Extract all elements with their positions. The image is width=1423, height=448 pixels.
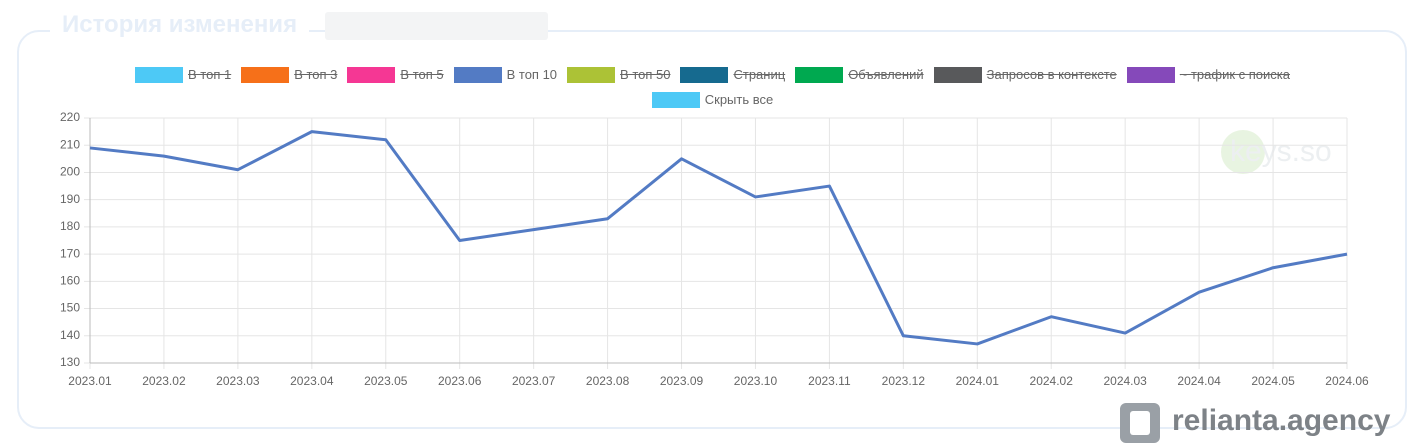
y-tick-label: 170 — [60, 246, 80, 260]
x-tick-label: 2023.12 — [882, 374, 926, 388]
x-tick-label: 2023.10 — [734, 374, 778, 388]
x-tick-label: 2023.03 — [216, 374, 260, 388]
data-line — [89, 130, 1348, 346]
x-tick-label: 2023.01 — [68, 374, 112, 388]
hide-all-button[interactable]: Скрыть все — [651, 90, 774, 109]
x-tick-label: 2024.06 — [1325, 374, 1369, 388]
legend-swatch — [933, 66, 982, 83]
legend-label: В топ 3 — [294, 67, 338, 82]
section-title: История изменения — [50, 8, 310, 42]
y-tick-label: 190 — [60, 192, 80, 206]
legend-label: В топ 1 — [188, 67, 232, 82]
legend-label: ~ трафик с поиска — [1179, 67, 1290, 82]
legend-swatch — [795, 66, 844, 83]
legend-item[interactable]: В топ 1 — [135, 65, 231, 84]
x-tick-label: 2023.05 — [364, 374, 408, 388]
legend-swatch — [651, 91, 700, 108]
y-tick-label: 160 — [60, 274, 80, 288]
x-tick-label: 2023.04 — [290, 374, 334, 388]
x-tick-label: 2024.05 — [1251, 374, 1295, 388]
card — [17, 30, 1407, 429]
button-label: Скрыть все — [704, 92, 774, 107]
x-tick-label: 2023.08 — [586, 374, 630, 388]
legend-label: Запросов в контексте — [986, 67, 1117, 82]
x-tick-label: 2024.03 — [1103, 374, 1147, 388]
legend-swatch — [680, 66, 729, 83]
legend-item[interactable]: Страниц — [680, 65, 785, 84]
x-tick-label: 2024.04 — [1177, 374, 1221, 388]
legend: В топ 1 В топ 3 В топ 5 В топ 10 В топ 50 Стр… — [100, 65, 1325, 109]
watermark: relianta.agency — [1172, 404, 1391, 437]
legend-swatch — [453, 66, 502, 83]
legend-item[interactable]: В топ 50 — [567, 65, 670, 84]
legend-swatch — [241, 66, 290, 83]
legend-item[interactable]: В топ 3 — [241, 65, 337, 84]
y-tick-label: 200 — [60, 165, 80, 179]
watermark: keys.so — [1230, 135, 1332, 168]
legend-swatch — [347, 66, 396, 83]
blurred-domain — [325, 12, 548, 40]
legend-item[interactable]: В топ 10 — [453, 65, 558, 84]
legend-item[interactable]: В топ 5 — [347, 65, 444, 84]
legend-item[interactable]: ~ трафик с поиска — [1126, 65, 1290, 84]
legend-item[interactable]: Запросов в контексте — [933, 65, 1117, 84]
x-tick-label: 2024.02 — [1030, 374, 1074, 388]
legend-label: В топ 50 — [620, 67, 671, 82]
y-tick-label: 180 — [60, 219, 80, 233]
legend-label: Объявлений — [848, 67, 924, 82]
x-tick-label: 2024.01 — [956, 374, 1000, 388]
agency-logo-inner — [1130, 411, 1150, 435]
y-tick-label: 210 — [60, 137, 80, 151]
y-tick-label: 130 — [60, 355, 80, 369]
legend-swatch — [1126, 66, 1175, 83]
x-tick-label: 2023.11 — [808, 374, 851, 388]
x-tick-label: 2023.07 — [512, 374, 556, 388]
x-tick-label: 2023.02 — [142, 374, 186, 388]
legend-label: В топ 5 — [400, 67, 444, 82]
keys-watermark: keys.so — [1221, 130, 1332, 174]
y-tick-label: 150 — [60, 301, 80, 315]
legend-label: Страниц — [733, 67, 786, 82]
legend-swatch — [567, 66, 616, 83]
x-tick-label: 2023.06 — [438, 374, 482, 388]
y-tick-label: 140 — [60, 328, 80, 342]
legend-swatch — [135, 66, 183, 83]
legend-item[interactable]: Объявлений — [795, 65, 924, 84]
x-tick-label: 2023.09 — [660, 374, 704, 388]
legend-label: В топ 10 — [506, 67, 558, 82]
watermark-logo — [1221, 130, 1265, 174]
y-tick-label: 220 — [60, 110, 80, 124]
agency-watermark: relianta.agency — [1120, 403, 1391, 443]
